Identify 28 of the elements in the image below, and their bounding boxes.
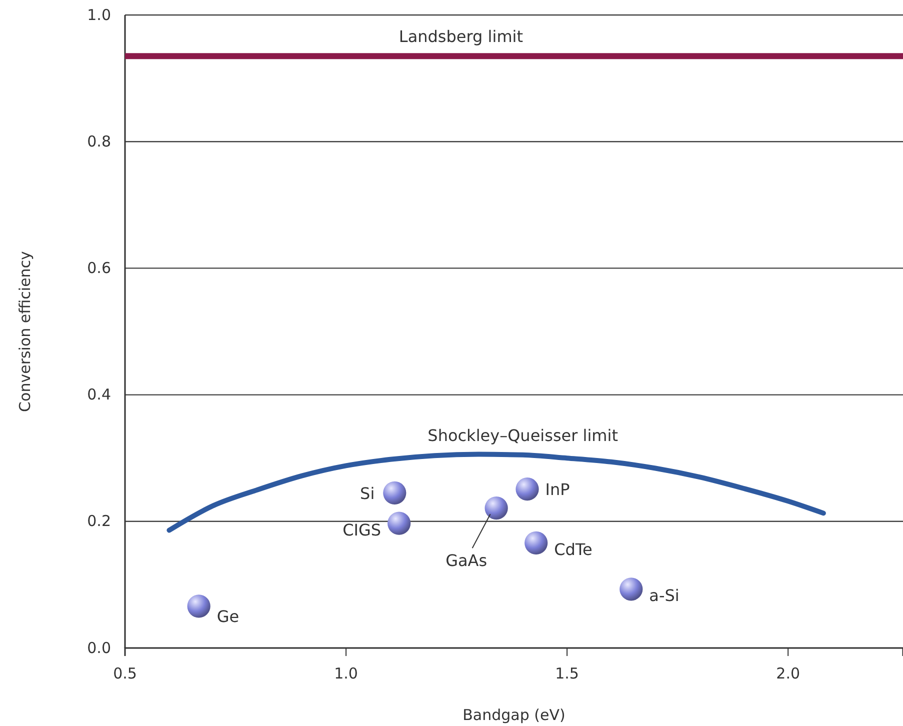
- ref-line-label: Landsberg limit: [398, 27, 523, 46]
- annotation: Si: [360, 484, 375, 503]
- y-tick-label: 1.0: [87, 6, 111, 24]
- annotation: CdTe: [554, 540, 592, 559]
- point: [187, 594, 210, 618]
- y-tick-label: 0.8: [87, 132, 111, 150]
- series-label: Shockley–Queisser limit: [428, 426, 618, 445]
- y-tick-label: 0.4: [87, 386, 111, 404]
- point: [484, 496, 508, 520]
- y-tick-label: 0.2: [87, 512, 111, 530]
- point: [620, 578, 643, 601]
- y-tick-label: 0.0: [87, 638, 111, 657]
- x-tick-label: 1.0: [334, 664, 358, 682]
- point: [388, 512, 411, 535]
- x-tick-label: 0.5: [113, 664, 137, 682]
- point: [383, 481, 406, 504]
- x-axis-title: Bandgap (eV): [462, 706, 566, 724]
- annotation: Ge: [216, 607, 240, 626]
- annotation: CIGS: [342, 520, 382, 540]
- point: [516, 478, 539, 501]
- x-tick-label: 1.5: [555, 664, 579, 682]
- annotation: a-Si: [649, 586, 680, 606]
- x-tick-label: 2.0: [776, 664, 800, 682]
- y-axis-title: Conversion efficiency: [16, 250, 34, 412]
- annotation: GaAs: [446, 551, 488, 570]
- y-tick-label: 0.6: [87, 259, 111, 277]
- annotation: InP: [545, 480, 570, 500]
- point: [524, 531, 548, 554]
